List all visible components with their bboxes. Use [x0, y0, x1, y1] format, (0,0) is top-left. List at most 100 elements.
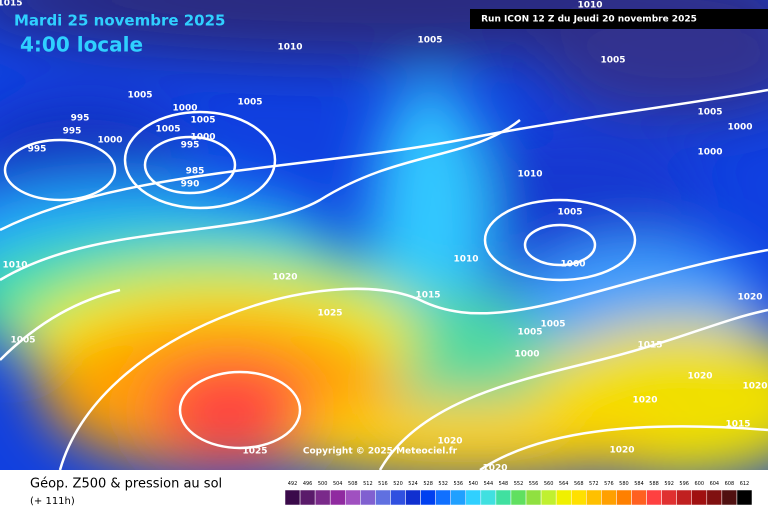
legend-label: 584: [634, 481, 644, 487]
legend-label: 556: [529, 481, 539, 487]
legend-swatch: [345, 489, 361, 506]
legend-label: 536: [453, 481, 463, 487]
isobar-label: 1005: [600, 56, 625, 66]
map-date: Mardi 25 novembre 2025: [14, 12, 226, 30]
legend-label: 504: [333, 481, 343, 487]
isobar-label: 995: [63, 127, 82, 137]
isobar-label: 1000: [514, 350, 539, 360]
legend-label: 548: [499, 481, 509, 487]
legend-swatch: [676, 489, 692, 506]
legend-label: 600: [695, 481, 705, 487]
legend-swatch: [435, 489, 451, 506]
isobar-label: 1005: [517, 328, 542, 338]
legend-swatch: [450, 489, 467, 506]
legend-swatch: [525, 489, 542, 506]
isobar-label: 1015: [0, 0, 23, 9]
isobar-label: 1020: [742, 382, 767, 392]
legend-swatch: [706, 489, 723, 506]
isobar-label: 1000: [172, 104, 197, 114]
legend-label: 544: [484, 481, 494, 487]
legend-swatch: [299, 489, 316, 506]
legend-swatch: [631, 489, 647, 506]
legend-label: 576: [604, 481, 614, 487]
legend-label: 508: [348, 481, 358, 487]
isobar-label: 1025: [317, 309, 342, 319]
legend-swatch: [284, 489, 301, 506]
footer-title: Géop. Z500 & pression au sol: [30, 477, 222, 492]
legend-label: 520: [393, 481, 403, 487]
isobar-label: 1000: [190, 133, 215, 143]
legend-label: 516: [378, 481, 388, 487]
isobar-label: 1005: [540, 320, 565, 330]
isobar-label: 1015: [415, 291, 440, 301]
legend-label: 596: [679, 481, 689, 487]
legend-swatch: [405, 489, 421, 506]
legend-label: 524: [408, 481, 418, 487]
legend-label: 564: [559, 481, 569, 487]
legend-swatch: [601, 489, 617, 506]
legend-label: 592: [664, 481, 674, 487]
legend-swatch: [495, 489, 512, 506]
legend-swatch: [420, 489, 436, 506]
lead-time: (+ 111h): [30, 496, 75, 507]
legend-swatch: [586, 489, 602, 506]
legend-swatch: [736, 489, 753, 506]
isobar-label: 1020: [632, 396, 657, 406]
isobar-label: 1000: [727, 123, 752, 133]
legend-swatch: [661, 489, 677, 506]
isobar-label: 1005: [417, 36, 442, 46]
isobar-label: 1010: [453, 255, 478, 265]
isobar-label: 1005: [237, 98, 262, 108]
isobar-label: 1010: [2, 261, 27, 271]
isobar-label: 1005: [127, 91, 152, 101]
legend-label: 604: [710, 481, 720, 487]
isobar-label: 1000: [97, 136, 122, 146]
legend-swatch: [510, 489, 527, 506]
legend-swatch: [555, 489, 572, 506]
map-time: 4:00 locale: [20, 33, 143, 57]
isobar-label: 1005: [190, 116, 215, 126]
isobar-label: 1020: [482, 464, 507, 474]
isobar-label: 1005: [697, 108, 722, 118]
run-info: Run ICON 12 Z du Jeudi 20 novembre 2025: [481, 15, 697, 25]
isobar-label: 1020: [437, 437, 462, 447]
legend-label: 500: [318, 481, 328, 487]
legend-label: 492: [288, 481, 298, 487]
legend-swatch: [465, 489, 482, 506]
isobar-label: 995: [181, 141, 200, 151]
legend-swatch: [390, 489, 406, 506]
field: [0, 0, 768, 470]
isobars: [0, 88, 768, 470]
run-banner: [470, 9, 768, 29]
legend-swatch: [570, 489, 587, 506]
isobar-label: 1005: [557, 208, 582, 218]
legend-label: 560: [544, 481, 554, 487]
isobar-label: 985: [186, 167, 205, 177]
isobar-label: 1005: [155, 125, 180, 135]
legend-label: 512: [363, 481, 373, 487]
isobar-label: 995: [28, 145, 47, 155]
legend-label: 588: [649, 481, 659, 487]
legend-label: 496: [303, 481, 313, 487]
isobar-label: 1020: [737, 293, 762, 303]
legend-label: 552: [514, 481, 524, 487]
legend-swatch: [540, 489, 557, 506]
legend-swatch: [480, 489, 497, 506]
legend-swatch: [314, 489, 331, 506]
isobar-label: 1000: [560, 260, 585, 270]
legend-swatch: [360, 489, 376, 506]
legend-swatch: [616, 489, 632, 506]
legend-swatch: [329, 489, 346, 506]
legend-swatch: [375, 489, 391, 506]
isobar-label: 1005: [10, 336, 35, 346]
legend-label: 580: [619, 481, 629, 487]
legend-swatch: [646, 489, 662, 506]
legend-swatch: [721, 489, 738, 506]
isobar-label: 990: [181, 180, 200, 190]
isobar-label: 1025: [242, 447, 267, 457]
isobar-label: 1010: [577, 1, 602, 11]
isobar-label: 1015: [725, 420, 750, 430]
